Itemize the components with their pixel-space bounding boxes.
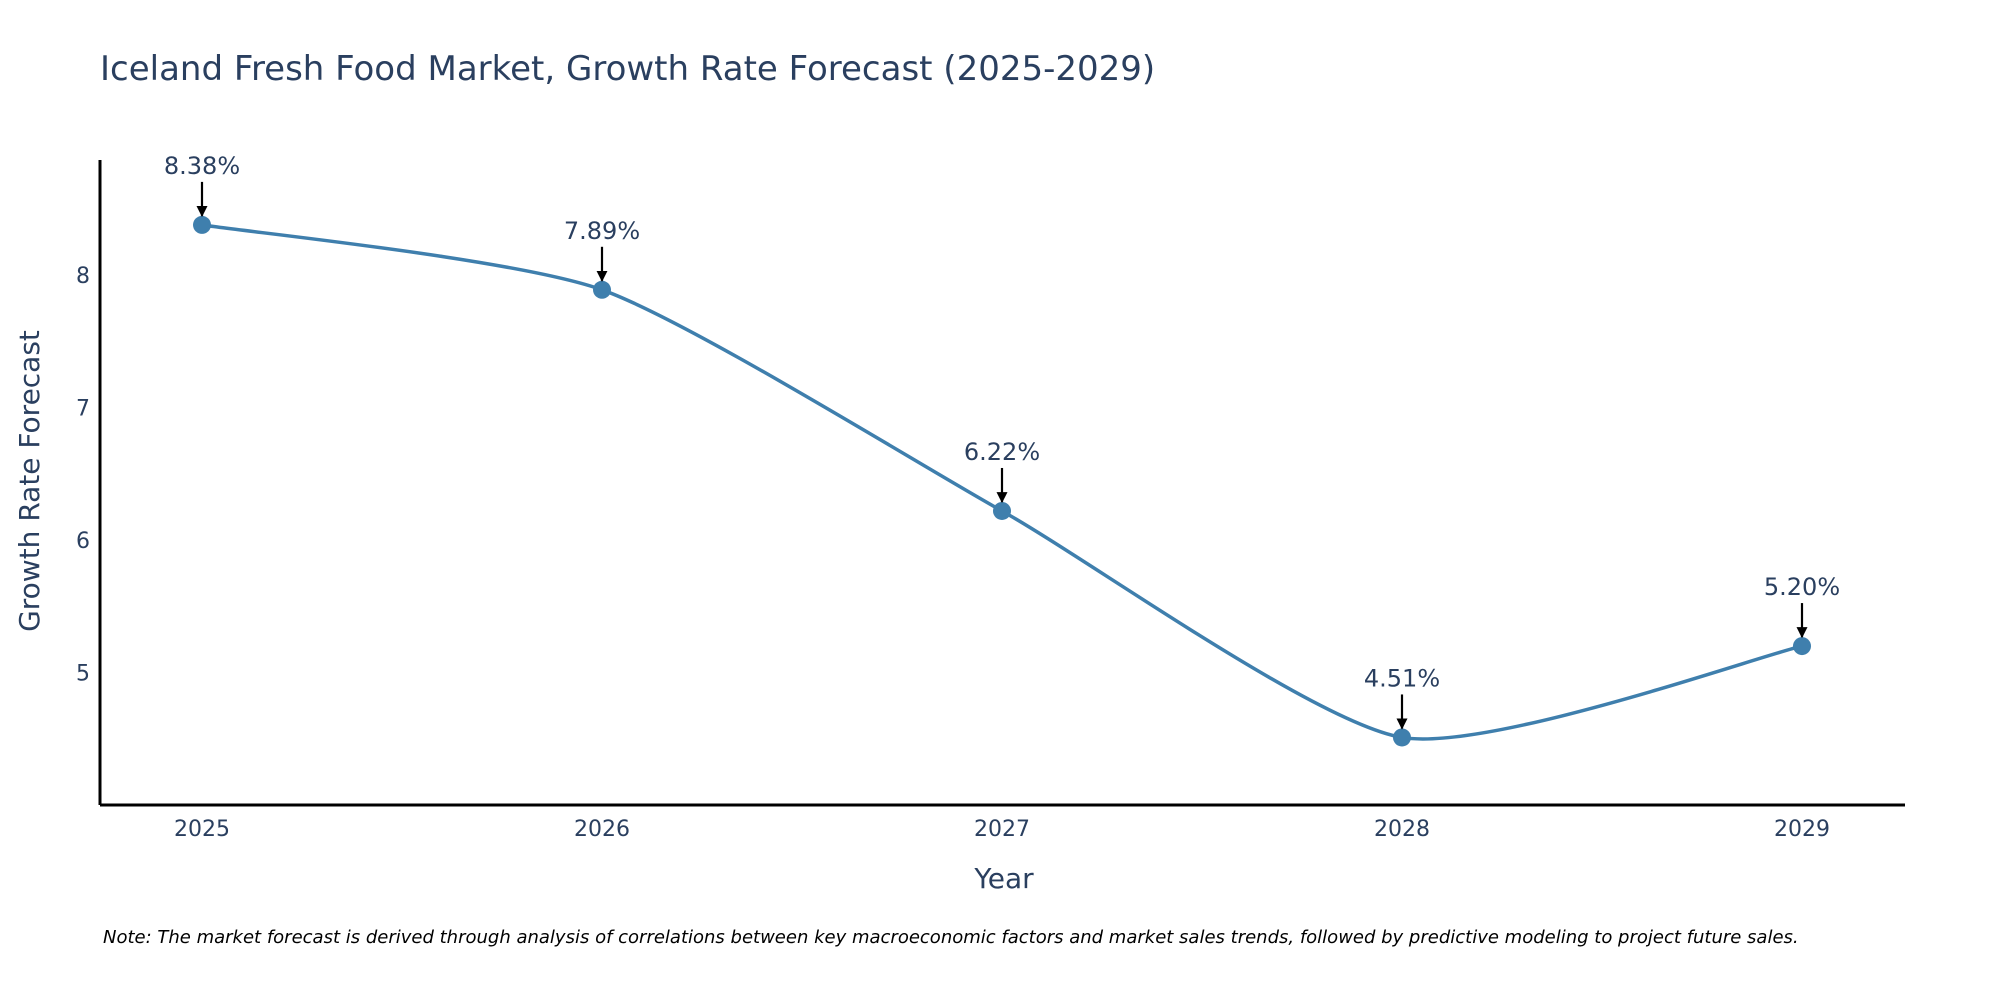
y-tick-label: 8 — [76, 264, 90, 289]
data-label: 8.38% — [164, 152, 240, 180]
y-tick-label: 5 — [76, 662, 90, 687]
data-label: 7.89% — [564, 217, 640, 245]
data-label: 6.22% — [964, 438, 1040, 466]
x-tick-label: 2029 — [1774, 817, 1830, 842]
data-point-marker — [993, 501, 1011, 520]
x-axis-title: Year — [973, 862, 1034, 895]
data-markers — [193, 215, 1811, 747]
y-tick-label: 7 — [76, 397, 90, 422]
x-tick-label: 2026 — [574, 817, 630, 842]
data-point-marker — [193, 215, 211, 234]
data-point-marker — [1793, 637, 1811, 656]
x-tick-label: 2028 — [1374, 817, 1430, 842]
chart-title: Iceland Fresh Food Market, Growth Rate F… — [100, 49, 1155, 89]
data-label: 5.20% — [1764, 573, 1840, 601]
data-annotations: 8.38% 7.89% 6.22% 4.51% 5.20% — [164, 152, 1840, 730]
y-tick-label: 6 — [76, 529, 90, 554]
y-axis-ticks: 5 6 7 8 — [76, 264, 90, 686]
x-tick-label: 2025 — [174, 817, 230, 842]
x-tick-label: 2027 — [974, 817, 1030, 842]
x-axis-ticks: 2025 2026 2027 2028 2029 — [174, 817, 1830, 842]
data-point-marker — [1393, 728, 1411, 747]
data-label: 4.51% — [1364, 664, 1440, 692]
footnote: Note: The market forecast is derived thr… — [103, 927, 1799, 948]
data-point-marker — [593, 280, 611, 299]
y-axis-title: Growth Rate Forecast — [13, 330, 46, 632]
